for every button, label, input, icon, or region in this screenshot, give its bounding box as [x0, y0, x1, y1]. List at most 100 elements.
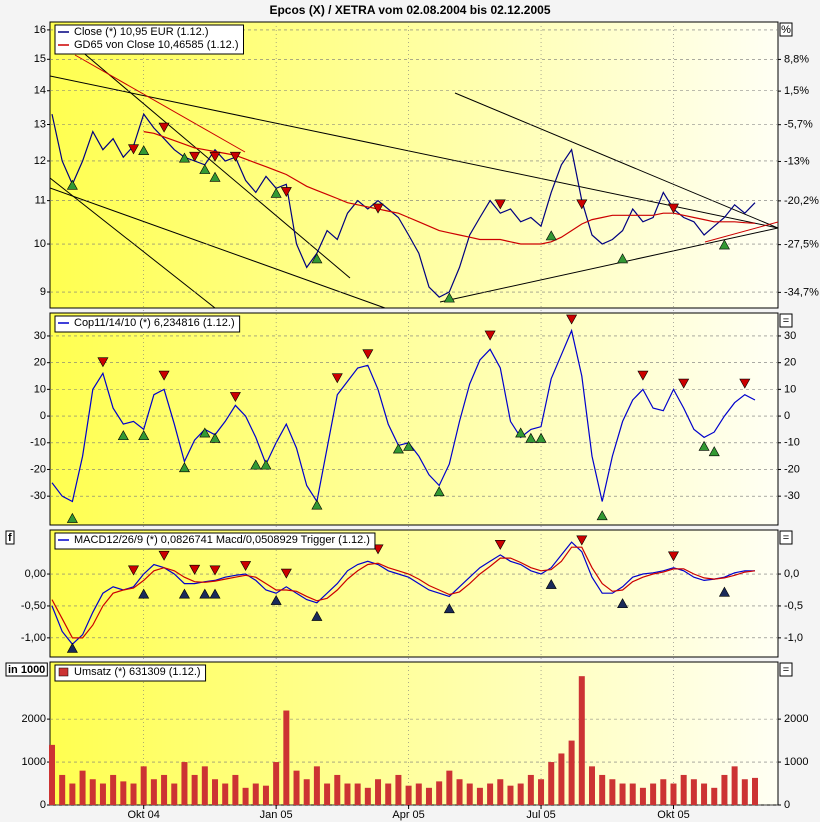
- bar: [446, 770, 453, 805]
- bar: [660, 779, 667, 805]
- y-tick-label: 10: [34, 383, 46, 395]
- buy-signal: [66, 179, 78, 190]
- y2-tick-label: -20,2%: [784, 195, 819, 207]
- bar: [334, 774, 341, 805]
- y2-tick-label: -10: [784, 437, 800, 449]
- bar: [741, 779, 748, 805]
- bar: [538, 779, 545, 805]
- bar: [548, 762, 555, 805]
- buy-signal: [698, 440, 710, 451]
- bar: [578, 676, 585, 805]
- bar: [140, 766, 147, 805]
- bar: [517, 783, 524, 805]
- bar: [191, 774, 198, 805]
- buy-signal: [178, 152, 190, 163]
- sell-signal: [158, 550, 170, 561]
- x-tick-label: Okt 05: [657, 809, 689, 821]
- sell-signal: [127, 565, 140, 576]
- y-label: f: [8, 532, 12, 544]
- legend-box: [54, 315, 241, 333]
- sell-signal: [667, 203, 680, 214]
- y2-tick-label: -0,5: [784, 600, 803, 612]
- buy-signal: [311, 499, 323, 510]
- trend-line: [439, 227, 778, 303]
- bar: [670, 783, 677, 805]
- bar: [425, 787, 432, 805]
- buy-signal: [209, 432, 221, 443]
- buy-signal: [708, 446, 720, 457]
- panel-oscillator: [49, 312, 779, 526]
- legend-box: [54, 664, 207, 682]
- bar: [364, 787, 371, 805]
- legend-box: [54, 24, 244, 55]
- bar: [456, 779, 463, 805]
- sell-signal: [229, 151, 241, 162]
- sell-signal: [240, 561, 252, 571]
- y-label-box: [5, 530, 15, 545]
- trend-line: [454, 92, 778, 229]
- bar: [588, 766, 595, 805]
- buy-signal: [515, 427, 527, 438]
- legend: Umsatz (*) 631309 (1.12.): [54, 664, 207, 682]
- sell-signal: [372, 203, 384, 214]
- y2-tick-label: 10: [784, 383, 796, 395]
- y2-label-box: [779, 530, 793, 545]
- bar: [89, 779, 96, 805]
- y-tick-label: -30: [30, 490, 46, 502]
- bar: [405, 785, 412, 805]
- buy-signal: [138, 430, 150, 441]
- bar: [232, 774, 239, 805]
- y2-tick-label: 0: [784, 410, 790, 422]
- x-tick-label: Jan 05: [260, 809, 293, 821]
- bar: [497, 779, 504, 805]
- y-tick-label: -0,50: [21, 600, 46, 612]
- bar: [375, 779, 382, 805]
- bar: [436, 781, 443, 805]
- bar: [507, 785, 514, 805]
- legend: MACD12/26/9 (*) 0,0826741 Macd/0,0508929…: [54, 532, 376, 550]
- y2-label: =: [783, 664, 789, 676]
- y2-tick-label: -1,0: [784, 632, 803, 644]
- bar: [711, 787, 718, 805]
- bar: [599, 774, 606, 805]
- y-label-box: [5, 662, 48, 677]
- series-line: [51, 541, 755, 646]
- trend-lines: [50, 49, 778, 308]
- buy-signal: [718, 239, 730, 250]
- bar: [619, 783, 626, 805]
- y2-tick-label: -30: [784, 490, 800, 502]
- buy-signal: [433, 486, 445, 497]
- bar: [273, 762, 280, 805]
- buy-signal: [199, 427, 211, 438]
- y2-tick-label: 20: [784, 357, 796, 369]
- bar: [527, 774, 534, 805]
- sell-signal: [576, 535, 588, 546]
- legend-label: Close (*) 10,95 EUR (1.12.): [74, 26, 209, 38]
- buy-signal: [525, 432, 537, 443]
- y-tick-label: -1,00: [21, 632, 46, 644]
- y-tick-label: 15: [34, 53, 46, 65]
- buy-signal: [250, 459, 262, 470]
- sell-signal: [280, 568, 292, 579]
- bar: [609, 779, 616, 805]
- series-line: [51, 328, 756, 504]
- buy-signal: [199, 164, 211, 174]
- buy-signal: [596, 510, 608, 521]
- trend-line: [79, 49, 351, 279]
- y2-tick-label: 1,5%: [784, 85, 809, 97]
- legend-box: [54, 532, 376, 550]
- bar: [680, 774, 687, 805]
- bar: [415, 783, 422, 805]
- sell-signal: [209, 565, 221, 576]
- y2-tick-label: -5,7%: [784, 119, 813, 131]
- y-tick-label: 12: [34, 155, 46, 167]
- legend: Close (*) 10,95 EUR (1.12.)GD65 von Clos…: [54, 24, 244, 55]
- bar: [150, 779, 157, 805]
- y2-label-box: [779, 662, 793, 677]
- buy-signal: [443, 292, 455, 303]
- y2-label-box: [779, 22, 793, 37]
- bar: [324, 783, 331, 805]
- buy-signal: [311, 610, 323, 621]
- x-tick-label: Okt 04: [127, 809, 159, 821]
- buy-signal: [545, 230, 557, 241]
